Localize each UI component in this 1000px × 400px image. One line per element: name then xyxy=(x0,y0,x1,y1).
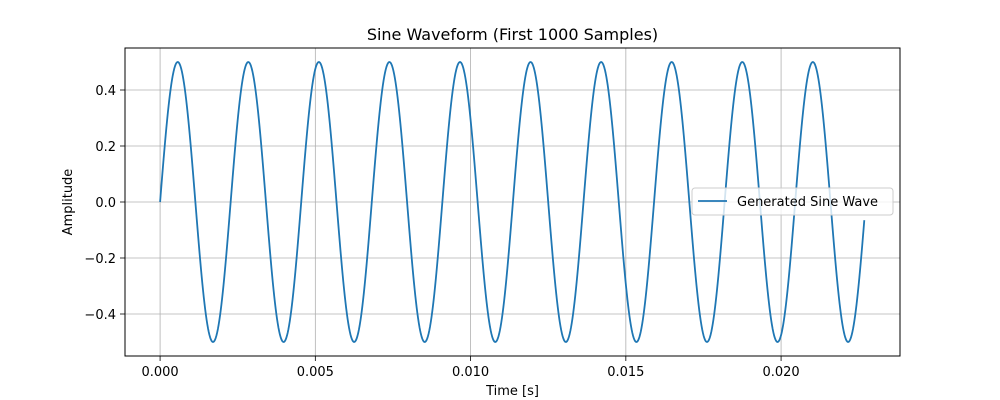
x-tick-label: 0.000 xyxy=(141,365,178,380)
x-axis-ticks: 0.000 0.005 0.010 0.015 0.020 xyxy=(141,356,800,380)
x-tick-label: 0.010 xyxy=(452,365,489,380)
y-tick-label: 0.0 xyxy=(95,196,116,211)
y-tick-label: −0.4 xyxy=(84,308,116,323)
x-tick-label: 0.005 xyxy=(297,365,334,380)
grid-lines xyxy=(125,48,900,356)
y-tick-label: 0.4 xyxy=(95,84,116,99)
x-tick-label: 0.015 xyxy=(607,365,644,380)
y-axis-ticks: −0.4 −0.2 0.0 0.2 0.4 xyxy=(84,84,125,323)
y-tick-label: −0.2 xyxy=(84,252,116,267)
x-tick-label: 0.020 xyxy=(762,365,799,380)
sine-wave-line xyxy=(159,61,866,343)
legend: Generated Sine Wave xyxy=(691,187,894,216)
legend-box xyxy=(691,187,894,216)
x-axis-label: Time [s] xyxy=(485,384,539,399)
y-axis-label: Amplitude xyxy=(61,169,76,236)
y-tick-label: 0.2 xyxy=(95,140,116,155)
legend-label: Generated Sine Wave xyxy=(737,195,878,210)
plot-area xyxy=(159,61,866,343)
chart-title: Sine Waveform (First 1000 Samples) xyxy=(367,25,658,44)
